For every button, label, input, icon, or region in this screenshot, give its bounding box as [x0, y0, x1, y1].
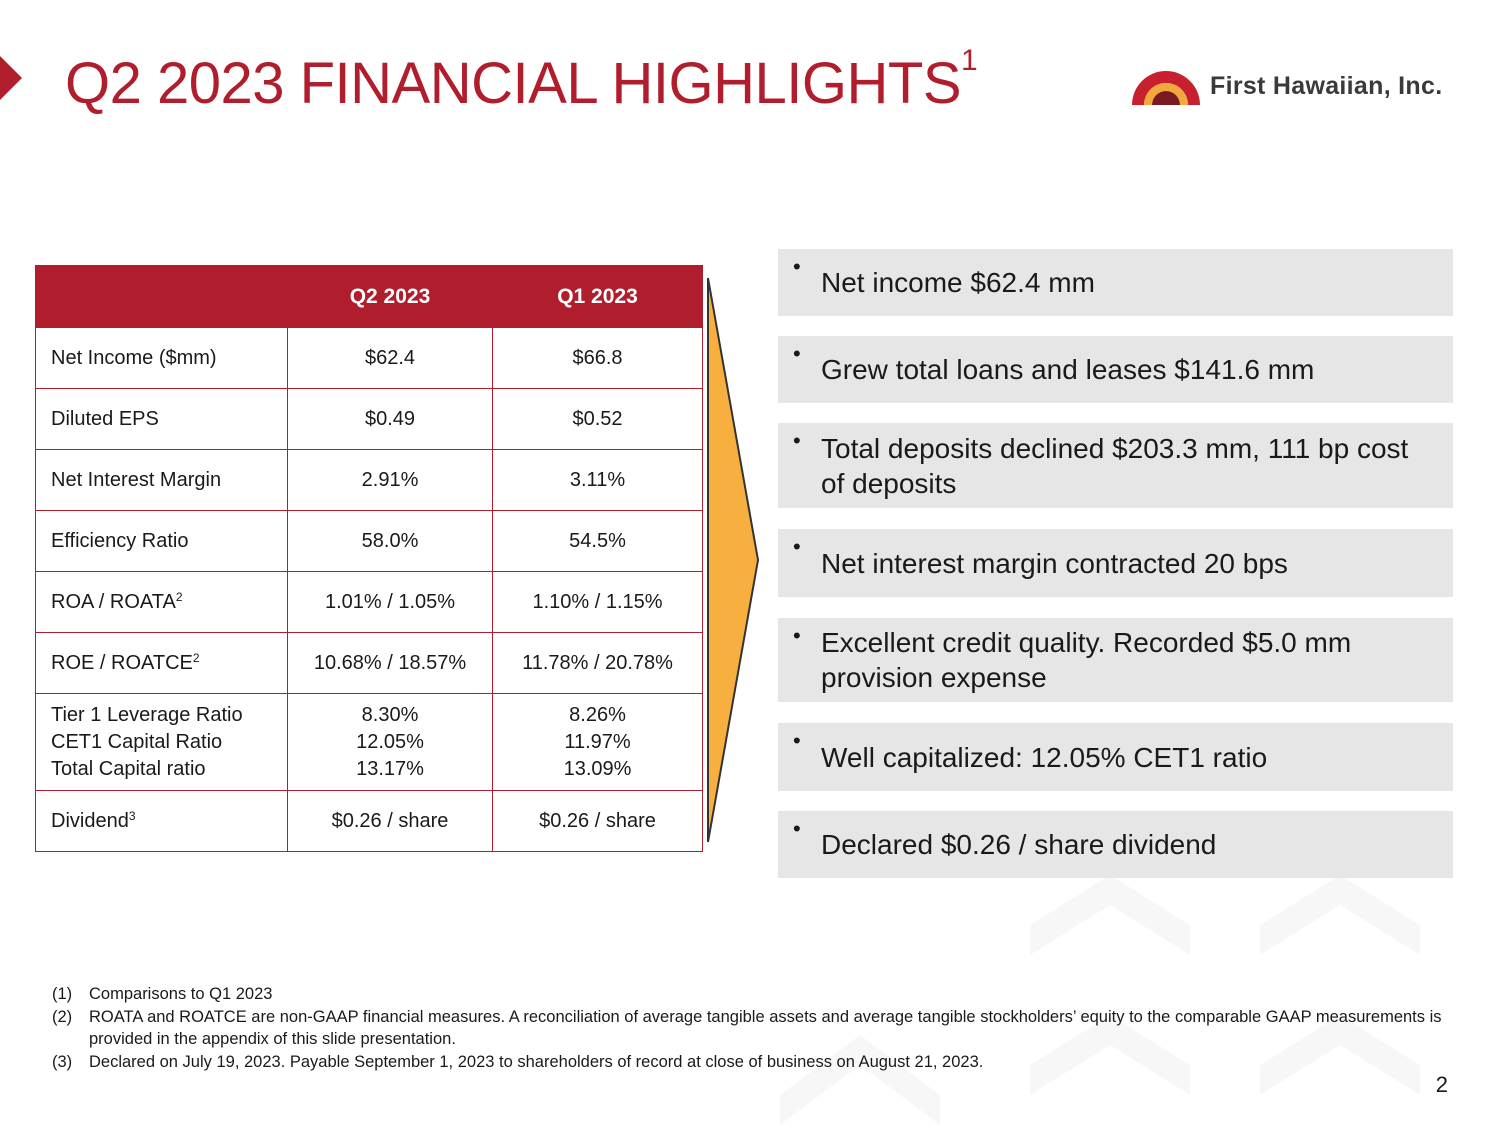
financial-highlights-table: Q2 2023 Q1 2023 Net Income ($mm) $62.4 $…	[35, 265, 703, 852]
page-number: 2	[1435, 1072, 1448, 1097]
bullet-item: • Total deposits declined $203.3 mm, 111…	[778, 423, 1453, 508]
bullet-item: • Well capitalized: 12.05% CET1 ratio	[778, 723, 1453, 791]
q2-value: $0.26 / share	[287, 790, 493, 852]
table-header-q1: Q1 2023	[492, 265, 703, 328]
title-footnote-marker: 1	[961, 44, 978, 77]
capital-row-labels: Tier 1 Leverage Ratio CET1 Capital Ratio…	[35, 693, 288, 791]
table-header-row: Q2 2023 Q1 2023	[35, 265, 703, 328]
footnote: (1) Comparisons to Q1 2023	[52, 985, 273, 1003]
table-row: Efficiency Ratio 58.0% 54.5%	[35, 510, 703, 572]
bullet-item: • Declared $0.26 / share dividend	[778, 811, 1453, 878]
company-logo: First Hawaiian, Inc.	[1130, 62, 1460, 110]
bullet-item: • Net income $62.4 mm	[778, 249, 1453, 316]
row-label: Net Income ($mm)	[35, 327, 288, 389]
bullet-item: • Excellent credit quality. Recorded $5.…	[778, 618, 1453, 702]
table-row: Net Interest Margin 2.91% 3.11%	[35, 449, 703, 511]
bullet-dot-icon: •	[793, 341, 801, 366]
logo-text: First Hawaiian, Inc.	[1210, 71, 1443, 100]
q1-value: 54.5%	[492, 510, 703, 572]
table-row: Net Income ($mm) $62.4 $66.8	[35, 327, 703, 389]
capital-row-q1-values: 8.26% 11.97% 13.09%	[492, 693, 703, 791]
bullet-dot-icon: •	[793, 254, 801, 279]
title-marker-arrow	[0, 56, 22, 100]
q1-value: 11.78% / 20.78%	[492, 632, 703, 694]
q2-value: 58.0%	[287, 510, 493, 572]
q2-value: 10.68% / 18.57%	[287, 632, 493, 694]
table-header-q2: Q2 2023	[287, 265, 493, 328]
row-label: Net Interest Margin	[35, 449, 288, 511]
row-label: Diluted EPS	[35, 388, 288, 450]
q1-value: $0.52	[492, 388, 703, 450]
capital-row-q2-values: 8.30% 12.05% 13.17%	[287, 693, 493, 791]
page-title: Q2 2023 FINANCIAL HIGHLIGHTS1	[65, 44, 978, 116]
q1-value: $66.8	[492, 327, 703, 389]
q2-value: $62.4	[287, 327, 493, 389]
sun-arc-logo-icon	[1132, 71, 1200, 105]
row-label: Efficiency Ratio	[35, 510, 288, 572]
footnote: (3) Declared on July 19, 2023. Payable S…	[52, 1052, 984, 1071]
footnotes: (1) Comparisons to Q1 2023 (2) ROATA and…	[52, 983, 1452, 1073]
table-row: Diluted EPS $0.49 $0.52	[35, 388, 703, 450]
bullet-dot-icon: •	[793, 534, 801, 559]
q2-value: 2.91%	[287, 449, 493, 511]
row-label: ROE / ROATCE2	[35, 632, 288, 694]
footnote: (2) ROATA and ROATCE are non-GAAP financ…	[52, 1007, 1442, 1049]
q1-value: 1.10% / 1.15%	[492, 571, 703, 633]
table-row: ROA / ROATA2 1.01% / 1.05% 1.10% / 1.15%	[35, 571, 703, 633]
q1-value: $0.26 / share	[492, 790, 703, 852]
table-header-empty	[35, 265, 288, 328]
bullet-dot-icon: •	[793, 428, 801, 453]
chevron-arrow-icon	[707, 277, 760, 843]
q1-value: 3.11%	[492, 449, 703, 511]
row-label: Dividend3	[35, 790, 288, 852]
table-row: ROE / ROATCE2 10.68% / 18.57% 11.78% / 2…	[35, 632, 703, 694]
bullet-item: • Grew total loans and leases $141.6 mm	[778, 336, 1453, 403]
row-label: ROA / ROATA2	[35, 571, 288, 633]
q2-value: 1.01% / 1.05%	[287, 571, 493, 633]
bullet-dot-icon: •	[793, 816, 801, 841]
bullet-item: • Net interest margin contracted 20 bps	[778, 529, 1453, 597]
dividend-row: Dividend3 $0.26 / share $0.26 / share	[35, 790, 703, 852]
q2-value: $0.49	[287, 388, 493, 450]
bullet-dot-icon: •	[793, 728, 801, 753]
bullet-dot-icon: •	[793, 623, 801, 648]
capital-ratios-row: Tier 1 Leverage Ratio CET1 Capital Ratio…	[35, 693, 703, 791]
